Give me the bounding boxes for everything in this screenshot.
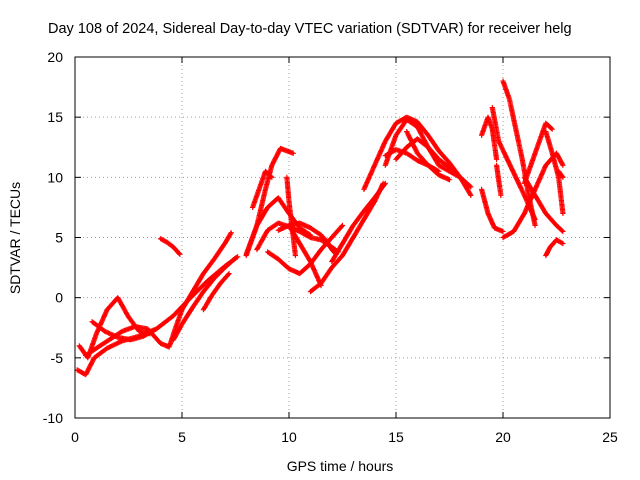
x-tick-label: 20 [495,429,511,445]
y-tick-label: 10 [47,169,63,185]
data-point [467,183,473,189]
data-point [111,342,117,348]
series-track-28 [500,78,538,229]
data-point [114,340,121,346]
data-point [560,210,566,217]
data-point [290,150,296,156]
data-point [548,125,554,131]
x-tick-label: 10 [281,429,297,445]
data-point [232,255,239,261]
data-point [498,192,504,198]
y-tick-label: 15 [47,109,63,125]
data-point [339,222,346,229]
data-point [268,173,274,180]
data-point [559,173,565,179]
data-point [560,174,566,180]
series-track-32 [543,129,566,217]
series-track-15 [284,174,299,259]
data-point [232,256,238,262]
data-point [292,252,299,259]
data-point [560,162,566,168]
y-tick-label: 5 [55,230,63,246]
y-axis: -10 -5 0 5 10 15 20 [43,49,610,426]
x-tick-label: 0 [71,429,79,445]
data-point [106,344,113,350]
data-point [113,341,119,347]
x-axis: 0 5 10 15 20 25 [71,57,618,445]
data-point [110,342,116,349]
data-point [104,345,110,351]
series-track-21 [393,136,474,190]
data-point [105,345,111,351]
data-point [176,250,182,257]
series-track-26 [479,186,506,235]
series-track-13 [265,222,346,277]
series-track-18 [329,180,388,265]
data-point [269,174,275,180]
data-point [500,228,506,235]
data-point [381,181,388,187]
data-point [436,168,442,174]
data-point [468,192,474,198]
series-track-1 [74,254,241,378]
series-track-27 [493,162,504,198]
series-track-33 [543,237,566,259]
data-point [339,223,345,229]
data-point [228,230,234,236]
data-point [559,161,565,167]
data-point [559,228,565,234]
data-point [112,341,118,347]
data-point [559,240,565,246]
data-point [177,251,183,257]
data-point [560,240,566,247]
data-point [467,191,473,197]
series-track-16 [286,220,339,257]
y-axis-label: SDTVAR / TECUs [7,182,23,294]
data-point [107,343,114,350]
x-tick-label: 15 [388,429,404,445]
chart-grid [75,57,610,418]
data-point [152,326,158,333]
series-track-23 [382,147,442,174]
y-tick-label: 0 [55,290,63,306]
chart-plot-area [74,78,566,378]
series-track-7 [179,230,234,313]
series-track-34 [556,168,566,180]
x-axis-label: GPS time / hours [287,458,394,474]
data-point [493,156,500,162]
chart-title: Day 108 of 2024, Sidereal Day-to-day VTE… [48,21,572,37]
y-tick-label: 20 [47,49,63,65]
series-track-10 [250,168,275,211]
series-track-5 [158,236,183,257]
series-track-25 [489,104,538,223]
data-point [153,326,159,332]
data-point [116,340,122,346]
y-tick-label: -5 [51,350,64,366]
series-track-8 [200,271,232,313]
x-tick-label: 25 [602,429,618,445]
series-track-30 [521,120,555,186]
data-point [225,271,231,278]
data-point [227,231,234,237]
data-point [226,271,232,277]
data-point [468,184,474,190]
data-point [382,180,388,186]
data-point [532,222,538,229]
data-point [446,177,453,183]
series-track-4 [89,319,159,343]
series-track-31 [521,174,566,235]
data-point [435,168,441,174]
x-tick-label: 5 [178,429,186,445]
data-point [560,228,566,235]
y-tick-label: -10 [43,410,63,426]
series-track-6 [170,255,239,343]
data-point [549,126,555,132]
series-track-24 [479,114,500,162]
data-point [109,343,115,349]
